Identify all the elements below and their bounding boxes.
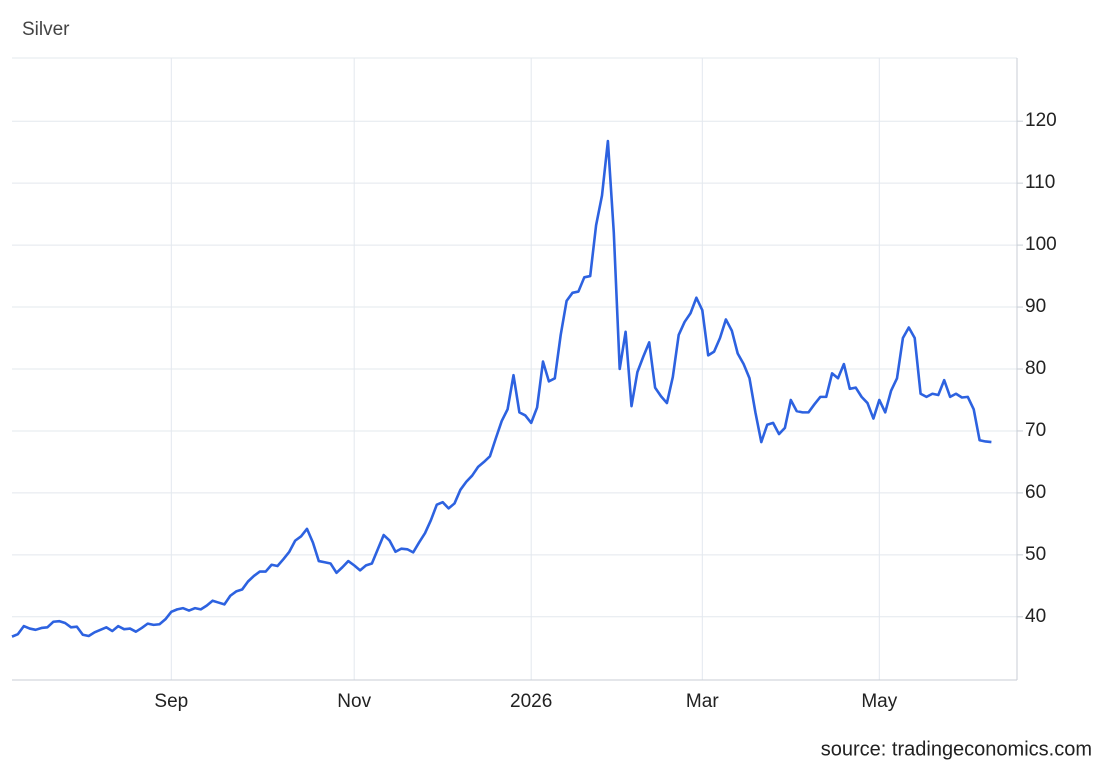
x-tick-label: Sep [154, 691, 188, 712]
y-tick-label: 40 [1025, 606, 1046, 627]
x-tick-label: Nov [337, 691, 371, 712]
y-tick-label: 120 [1025, 110, 1057, 131]
y-tick-label: 100 [1025, 234, 1057, 255]
y-tick-label: 80 [1025, 358, 1046, 379]
price-line [11, 139, 992, 638]
x-tick-label: 2026 [510, 691, 552, 712]
source-note: source: tradingeconomics.com [821, 738, 1092, 760]
y-tick-label: 50 [1025, 544, 1046, 565]
x-tick-label: Mar [686, 691, 719, 712]
x-tick-label: May [861, 691, 897, 712]
y-tick-label: 70 [1025, 420, 1046, 441]
y-tick-label: 90 [1025, 296, 1046, 317]
chart-title: Silver [22, 19, 70, 40]
y-tick-label: 60 [1025, 482, 1046, 503]
y-tick-label: 110 [1025, 172, 1055, 193]
